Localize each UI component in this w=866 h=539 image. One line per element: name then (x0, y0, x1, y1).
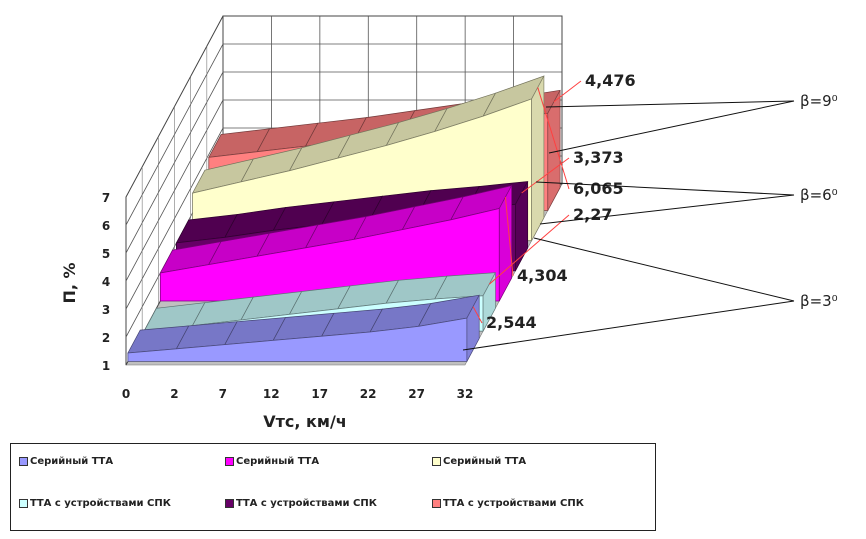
y-tick-label: 6 (102, 219, 110, 233)
beta-label: β=6⁰ (800, 186, 838, 204)
legend-label: Серийный ТТА (30, 456, 113, 467)
legend-swatch (225, 499, 234, 508)
legend-swatch (19, 457, 28, 466)
x-axis-title: Vтс, км/ч (263, 412, 347, 431)
x-tick-label: 7 (219, 387, 227, 401)
x-tick-label: 27 (408, 387, 425, 401)
legend-label: Серийный ТТА (236, 456, 319, 467)
x-tick-label: 0 (122, 387, 130, 401)
x-tick-label: 17 (311, 387, 328, 401)
beta-label: β=3⁰ (800, 292, 838, 310)
y-tick-label: 4 (102, 275, 110, 289)
chart-legend: Серийный ТТА Серийный ТТА Серийный ТТА ТТА … (10, 443, 656, 531)
y-tick-label: 7 (102, 191, 110, 205)
data-label: 2,27 (573, 205, 612, 224)
legend-label: ТТА с устройствами СПК (236, 498, 377, 509)
data-label: 4,476 (585, 71, 636, 90)
legend-swatch (432, 457, 441, 466)
legend-item: ТТА с устройствами СПК (432, 498, 584, 509)
x-tick-label: 12 (263, 387, 280, 401)
legend-swatch (225, 457, 234, 466)
y-tick-label: 3 (102, 303, 110, 317)
legend-item: Серийный ТТА (432, 456, 526, 467)
x-tick-label: 22 (360, 387, 377, 401)
y-axis-title: П, % (60, 262, 79, 303)
data-label: 2,544 (486, 313, 537, 332)
data-label: 4,304 (517, 266, 568, 285)
y-tick-label: 2 (102, 331, 110, 345)
legend-item: Серийный ТТА (19, 456, 113, 467)
beta-label: β=9⁰ (800, 92, 838, 110)
legend-swatch (432, 499, 441, 508)
annotation-line (549, 101, 794, 153)
x-tick-label: 2 (170, 387, 178, 401)
legend-swatch (19, 499, 28, 508)
annotation-line (534, 238, 794, 301)
legend-item: ТТА с устройствами СПК (225, 498, 377, 509)
legend-label: ТТА с устройствами СПК (443, 498, 584, 509)
y-tick-label: 5 (102, 247, 110, 261)
legend-label: Серийный ТТА (443, 456, 526, 467)
annotation-line (546, 101, 794, 107)
data-label: 3,373 (573, 148, 624, 167)
y-tick-label: 1 (102, 359, 110, 373)
legend-item: ТТА с устройствами СПК (19, 498, 171, 509)
legend-label: ТТА с устройствами СПК (30, 498, 171, 509)
legend-item: Серийный ТТА (225, 456, 319, 467)
x-tick-label: 32 (457, 387, 474, 401)
data-label: 6,065 (573, 179, 624, 198)
